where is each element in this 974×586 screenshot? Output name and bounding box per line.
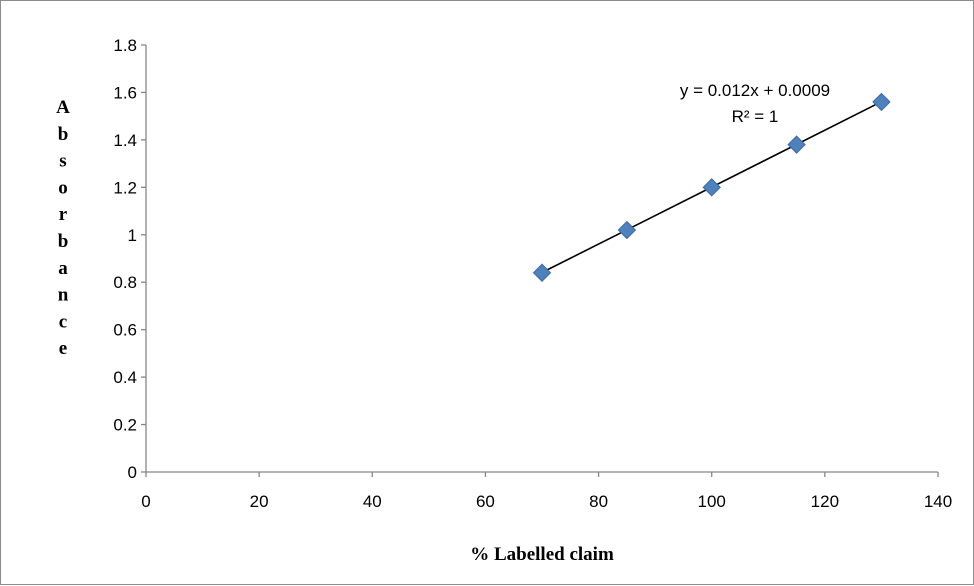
y-axis-title-letter: A [56, 97, 70, 118]
y-axis-title-letter: s [59, 151, 66, 172]
y-tick-label: 0 [128, 463, 137, 482]
data-point [532, 263, 552, 282]
y-tick-label: 1.2 [113, 178, 137, 197]
x-tick-label: 140 [924, 492, 952, 511]
y-axis-title-letter: b [58, 124, 69, 145]
y-tick-label: 0.2 [113, 416, 137, 435]
x-tick-label: 100 [698, 492, 726, 511]
y-tick-label: 0.4 [113, 368, 137, 387]
y-tick-label: 1.4 [113, 131, 137, 150]
data-points [532, 92, 891, 282]
y-tick-label: 1.8 [113, 36, 137, 55]
x-tick-label: 0 [141, 492, 150, 511]
data-point [787, 135, 806, 154]
x-tick-label: 80 [589, 492, 608, 511]
y-axis-title-letter: e [59, 338, 67, 359]
x-tick-label: 40 [363, 492, 382, 511]
y-tick-label: 0.8 [113, 273, 137, 292]
data-point [872, 92, 891, 112]
x-axis-title: % Labelled claim [470, 544, 614, 565]
trendline-r-squared: R² = 1 [732, 107, 779, 126]
y-tick-labels: 0 0.2 0.4 0.6 0.8 1 1.2 1.4 1.6 1.8 [113, 36, 137, 482]
data-point [702, 178, 721, 197]
x-tick-label: 60 [476, 492, 495, 511]
x-tick-label: 20 [250, 492, 269, 511]
x-tick-label: 120 [811, 492, 839, 511]
trendline-equation: y = 0.012x + 0.0009 [680, 81, 830, 100]
y-axis-title-letter: r [59, 204, 68, 225]
y-axis-title-letter: c [59, 311, 67, 332]
y-tick-label: 0.6 [113, 321, 137, 340]
y-tick-label: 1.6 [113, 83, 137, 102]
data-point [617, 220, 637, 240]
y-axis-title-letter: n [58, 285, 69, 306]
axes [141, 44, 939, 477]
x-tick-labels: 0 20 40 60 80 100 120 140 [141, 492, 952, 511]
y-axis-title-letter: o [58, 177, 68, 198]
y-axis-title-letter: b [58, 231, 69, 252]
y-tick-label: 1 [128, 226, 137, 245]
y-axis-title-letter: a [58, 258, 68, 279]
